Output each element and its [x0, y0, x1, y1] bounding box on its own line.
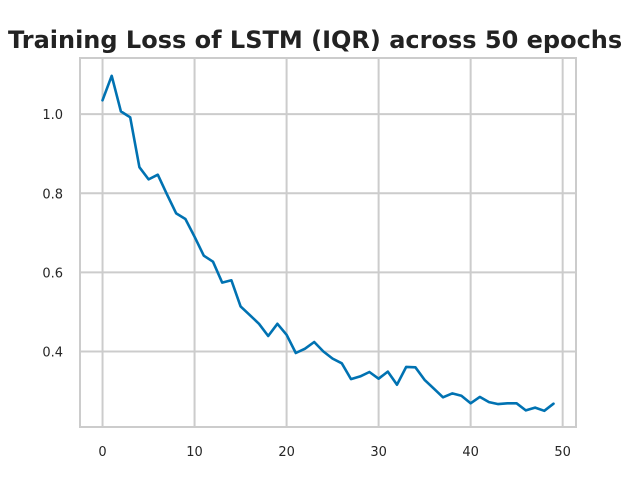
- gridlines: [80, 58, 576, 427]
- x-tick-label: 10: [186, 445, 203, 460]
- y-axis: 0.4 0.6 0.8 1.0: [42, 108, 63, 360]
- y-tick-label: 1.0: [42, 108, 63, 123]
- x-axis: 0 10 20 30 40 50: [98, 445, 571, 460]
- x-tick-label: 50: [554, 445, 571, 460]
- y-tick-label: 0.6: [42, 266, 63, 281]
- chart-title: Training Loss of LSTM (IQR) across 50 ep…: [8, 26, 623, 54]
- y-tick-label: 0.4: [42, 345, 63, 360]
- x-tick-label: 40: [462, 445, 479, 460]
- plot-frame: [79, 57, 577, 428]
- loss-series-line: [101, 74, 555, 413]
- y-tick-label: 0.8: [42, 187, 63, 202]
- x-tick-label: 20: [278, 445, 295, 460]
- x-tick-label: 0: [98, 445, 106, 460]
- x-tick-label: 30: [370, 445, 387, 460]
